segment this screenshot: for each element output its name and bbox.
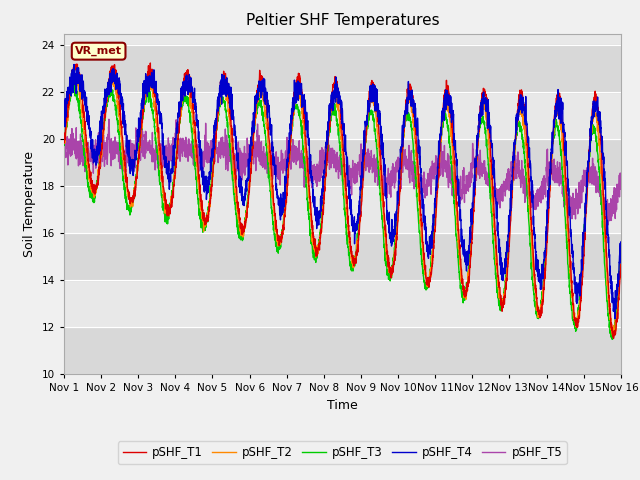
pSHF_T1	[60, 138, 68, 144]
Y-axis label: Soil Temperature: Soil Temperature	[23, 151, 36, 257]
pSHF_T3	[157, 185, 164, 191]
pSHF_T5	[157, 141, 164, 146]
pSHF_T1	[274, 238, 282, 243]
Line: pSHF_T3: pSHF_T3	[64, 85, 621, 339]
Line: pSHF_T5: pSHF_T5	[64, 119, 621, 225]
Legend: pSHF_T1, pSHF_T2, pSHF_T3, pSHF_T4, pSHF_T5: pSHF_T1, pSHF_T2, pSHF_T3, pSHF_T4, pSHF…	[118, 442, 567, 464]
pSHF_T2	[157, 165, 164, 170]
pSHF_T5	[60, 139, 68, 145]
pSHF_T3	[107, 82, 115, 88]
pSHF_T5	[274, 160, 282, 166]
pSHF_T4	[274, 192, 282, 198]
pSHF_T2	[124, 192, 132, 198]
pSHF_T4	[70, 61, 78, 67]
Bar	[64, 92, 621, 139]
pSHF_T5	[124, 157, 132, 163]
pSHF_T1	[606, 311, 614, 316]
pSHF_T1	[610, 336, 618, 341]
pSHF_T3	[609, 336, 616, 342]
pSHF_T5	[617, 183, 625, 189]
pSHF_T3	[298, 130, 306, 136]
pSHF_T3	[124, 206, 132, 212]
pSHF_T5	[298, 165, 306, 170]
pSHF_T1	[147, 60, 154, 66]
pSHF_T4	[617, 239, 625, 245]
pSHF_T3	[546, 175, 554, 180]
pSHF_T2	[298, 103, 306, 109]
pSHF_T4	[546, 169, 554, 175]
pSHF_T4	[124, 150, 132, 156]
pSHF_T1	[124, 185, 131, 191]
pSHF_T2	[71, 71, 79, 77]
pSHF_T5	[105, 116, 113, 122]
pSHF_T2	[610, 333, 618, 339]
pSHF_T4	[298, 105, 306, 110]
pSHF_T2	[546, 183, 554, 189]
pSHF_T3	[274, 248, 282, 253]
pSHF_T3	[60, 136, 68, 142]
pSHF_T4	[611, 316, 619, 322]
Bar	[64, 45, 621, 92]
pSHF_T4	[606, 265, 614, 271]
Title: Peltier SHF Temperatures: Peltier SHF Temperatures	[246, 13, 439, 28]
pSHF_T5	[606, 213, 614, 218]
Line: pSHF_T2: pSHF_T2	[64, 74, 621, 336]
pSHF_T3	[617, 240, 625, 246]
pSHF_T3	[606, 329, 614, 335]
pSHF_T2	[606, 313, 614, 319]
X-axis label: Time: Time	[327, 399, 358, 412]
pSHF_T5	[546, 164, 554, 169]
pSHF_T4	[60, 107, 68, 112]
Bar	[64, 139, 621, 186]
Bar	[64, 280, 621, 327]
pSHF_T2	[274, 232, 282, 238]
pSHF_T1	[617, 262, 625, 267]
Bar	[64, 327, 621, 374]
pSHF_T1	[298, 92, 306, 98]
pSHF_T2	[617, 254, 625, 260]
pSHF_T2	[60, 139, 68, 144]
Text: VR_met: VR_met	[75, 46, 122, 56]
pSHF_T4	[157, 116, 164, 121]
pSHF_T1	[157, 157, 164, 163]
Bar	[64, 186, 621, 233]
pSHF_T1	[546, 187, 554, 192]
Line: pSHF_T4: pSHF_T4	[64, 64, 621, 319]
Line: pSHF_T1: pSHF_T1	[64, 63, 621, 338]
Bar	[64, 233, 621, 280]
pSHF_T5	[604, 222, 612, 228]
